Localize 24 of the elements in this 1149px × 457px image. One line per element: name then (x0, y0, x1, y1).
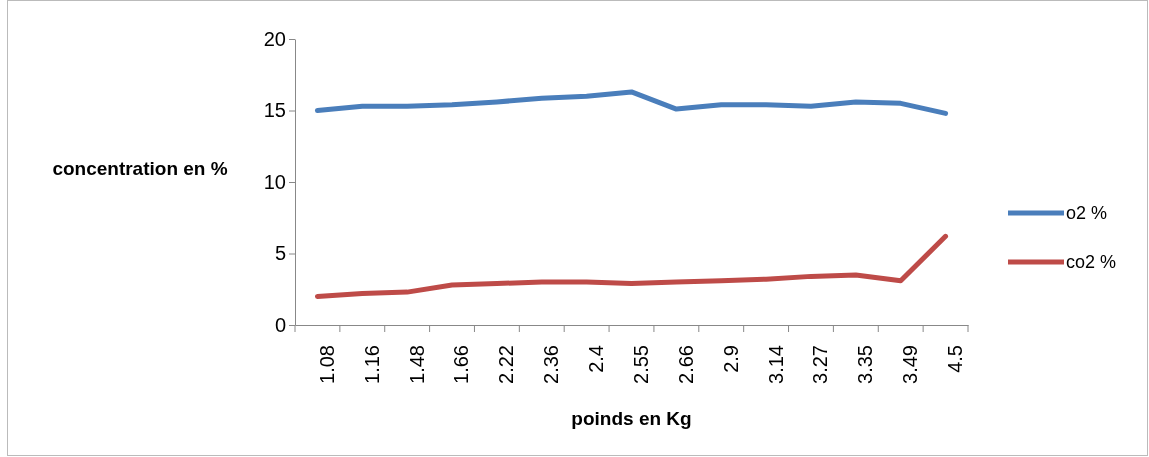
y-tick-label: 20 (263, 27, 286, 50)
x-tick-label: 1.66 (450, 345, 473, 384)
legend-label: co2 % (1066, 252, 1117, 273)
x-tick-label: 2.22 (495, 345, 518, 384)
x-tick-label: 2.36 (540, 345, 563, 384)
x-tick-label: 3.27 (809, 345, 832, 384)
y-tick-label: 5 (274, 242, 286, 265)
legend-label: o2 % (1066, 203, 1108, 224)
y-tick-label: 15 (263, 99, 286, 122)
x-tick-label: 4.5 (944, 345, 966, 373)
x-tick-label: 3.35 (854, 345, 877, 384)
x-tick-label: 1.08 (315, 345, 338, 384)
x-axis-title: poinds en Kg (571, 408, 692, 429)
x-tick-label: 1.16 (360, 345, 383, 384)
x-tick-label: 2.4 (585, 345, 608, 373)
y-tick-label: 10 (263, 170, 286, 193)
x-tick-label: 1.48 (405, 345, 428, 384)
y-tick-label: 0 (274, 313, 286, 336)
x-tick-label: 2.9 (719, 345, 742, 373)
x-tick-label: 2.55 (629, 345, 652, 384)
x-tick-label: 3.14 (764, 345, 787, 384)
y-axis-title: concentration en % (52, 158, 228, 179)
x-tick-label: 2.66 (674, 345, 697, 384)
x-tick-label: 3.49 (899, 345, 922, 384)
